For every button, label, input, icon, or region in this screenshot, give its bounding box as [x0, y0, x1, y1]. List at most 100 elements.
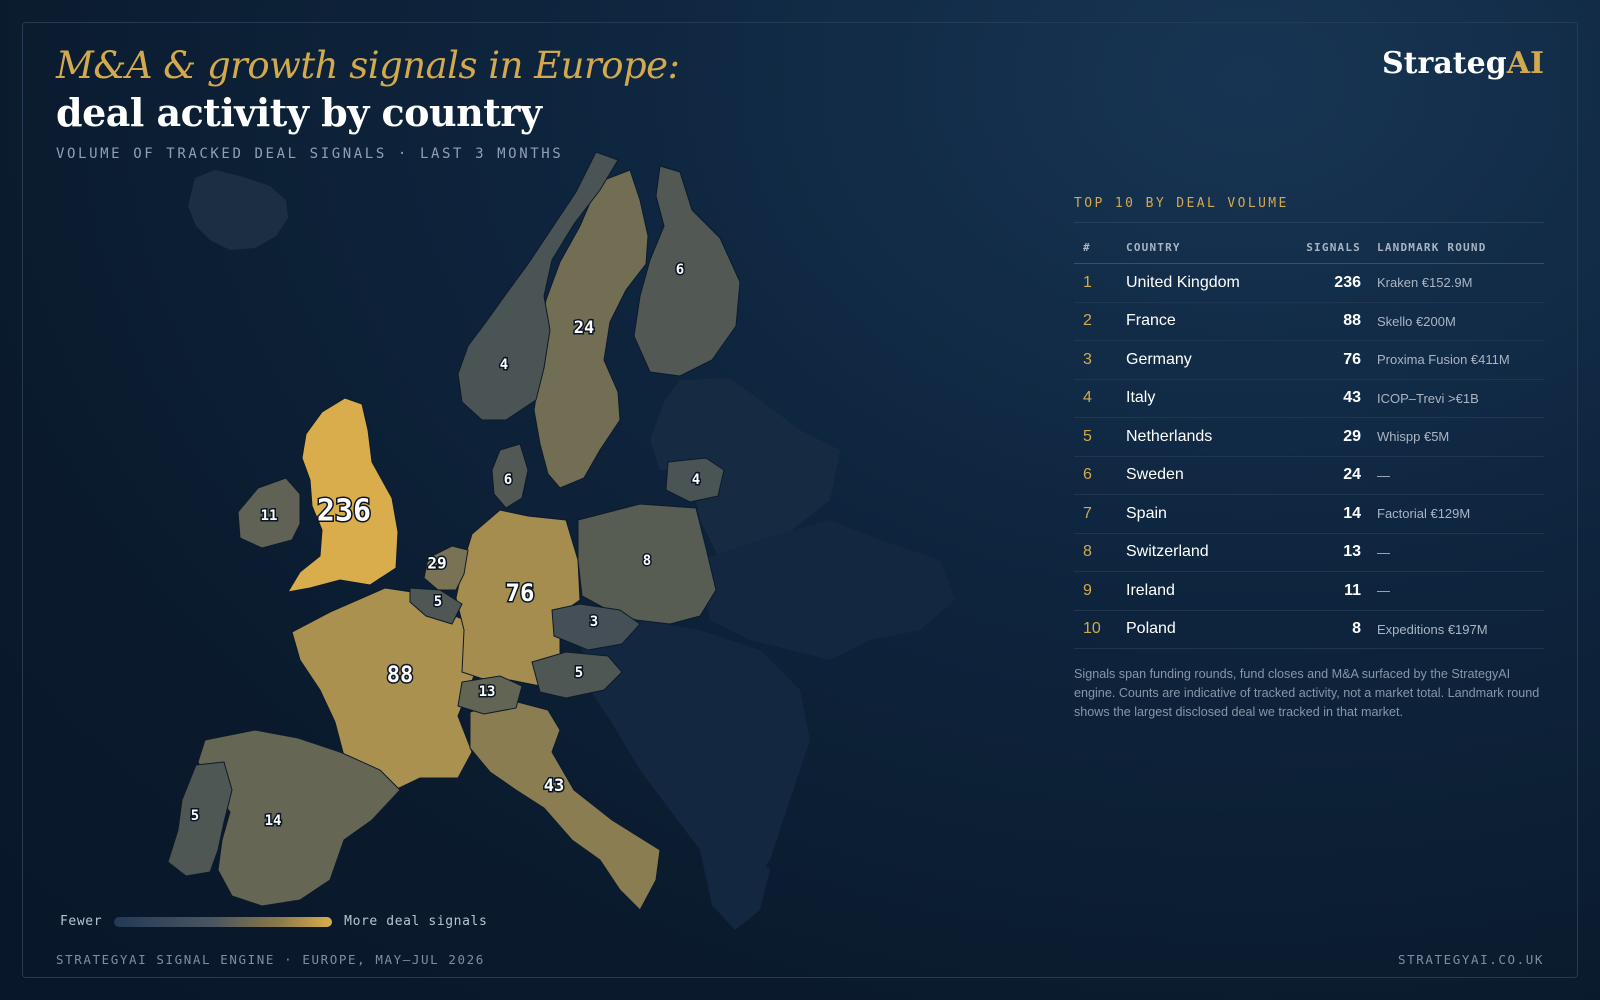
footer-url: STRATEGYAI.CO.UK [1397, 952, 1544, 967]
rank-cell: 5 [1074, 417, 1126, 457]
country-cell: Spain [1126, 494, 1286, 534]
balkans-shape [580, 620, 810, 900]
brand-logo: StrategAI [1382, 46, 1544, 81]
country-finland [633, 165, 741, 377]
country-cell: Sweden [1126, 456, 1286, 495]
landmark-cell: Proxima Fusion €411M [1377, 340, 1544, 380]
table-row: 10 Poland 8 Expeditions €197M [1074, 610, 1544, 649]
landmark-cell: Factorial €129M [1377, 494, 1544, 534]
country-labels: 236 88 76 43 29 24 14 13 11 8 6 6 4 4 5 5 5 3 [189, 261, 701, 831]
map-label-denmark: 6 [504, 472, 512, 488]
footer-source: STRATEGYAI SIGNAL ENGINE · EUROPE, MAY–J… [56, 952, 485, 967]
table-row: 1 United Kingdom 236 Kraken €152.9M [1074, 263, 1544, 303]
rank-cell: 1 [1074, 263, 1126, 303]
country-austria [531, 651, 623, 699]
map-label-portugal: 5 [191, 808, 199, 824]
country-netherlands [423, 545, 469, 591]
baltics-belarus-shape [650, 378, 840, 560]
country-united-kingdom [287, 397, 399, 593]
logo-prefix: Strateg [1382, 46, 1507, 81]
landmark-cell: Whispp €5M [1377, 417, 1544, 457]
table-row: 7 Spain 14 Factorial €129M [1074, 494, 1544, 534]
table-row: 6 Sweden 24— [1074, 456, 1544, 495]
logo-suffix: AI [1506, 46, 1544, 81]
signals-cell: 11 [1286, 571, 1377, 611]
rank-cell: 7 [1074, 494, 1126, 534]
landmark-cell: — [1377, 456, 1544, 495]
landmark-cell: Expeditions €197M [1377, 610, 1544, 649]
signals-cell: 8 [1286, 610, 1377, 649]
map-label-netherlands: 29 [427, 554, 446, 573]
country-czechia [551, 603, 641, 651]
country-cell: Switzerland [1126, 533, 1286, 572]
ranking-panel: TOP 10 BY DEAL VOLUME # COUNTRY SIGNALS … [1074, 196, 1544, 722]
column-header-rank: # [1074, 231, 1126, 264]
map-label-austria: 5 [575, 665, 583, 681]
country-cell: Poland [1126, 610, 1286, 649]
ranking-table: # COUNTRY SIGNALS LANDMARK ROUND 1 United… [1074, 231, 1544, 649]
table-row: 8 Switzerland 13— [1074, 533, 1544, 572]
rank-cell: 3 [1074, 340, 1126, 380]
rank-cell: 8 [1074, 533, 1126, 572]
map-label-italy: 43 [544, 776, 564, 796]
column-header-signals: SIGNALS [1286, 231, 1377, 264]
iceland-shape [188, 170, 288, 250]
legend-high-label: More deal signals [344, 914, 488, 929]
country-poland [577, 503, 717, 625]
non-reporting-countries [188, 170, 955, 930]
landmark-cell: — [1377, 533, 1544, 572]
card-frame [22, 22, 1578, 978]
title-line-1: M&A & growth signals in Europe: [56, 44, 680, 87]
country-switzerland [457, 675, 523, 715]
country-belgium [409, 587, 463, 625]
map-label-lithuania: 4 [692, 472, 700, 488]
rank-cell: 9 [1074, 571, 1126, 611]
country-lithuania [665, 457, 725, 503]
country-ireland [237, 477, 301, 549]
methodology-note: Signals span funding rounds, fund closes… [1074, 667, 1540, 719]
table-row: 9 Ireland 11— [1074, 571, 1544, 611]
map-label-germany: 76 [506, 579, 535, 607]
legend-gradient-bar [114, 916, 333, 927]
map-label-france: 88 [387, 663, 414, 688]
title-line-2: deal activity by country [56, 90, 542, 135]
map-label-poland: 8 [643, 553, 651, 569]
map-label-sweden: 24 [574, 318, 594, 338]
landmark-cell: ICOP–Trevi >€1B [1377, 379, 1544, 418]
rank-cell: 6 [1074, 456, 1126, 495]
landmark-cell: Kraken €152.9M [1377, 263, 1544, 303]
table-header-row: # COUNTRY SIGNALS LANDMARK ROUND [1074, 231, 1544, 264]
signals-cell: 88 [1286, 302, 1377, 341]
europe-map: 236 88 76 43 29 24 14 13 11 8 6 6 4 4 5 5 5 3 [167, 151, 955, 930]
table-row: 2 France 88 Skello €200M [1074, 302, 1544, 341]
country-denmark [491, 443, 529, 509]
country-shapes [167, 151, 741, 911]
map-label-finland: 6 [676, 262, 684, 278]
map-label-spain: 14 [265, 813, 282, 829]
country-cell: Ireland [1126, 571, 1286, 611]
country-italy [469, 699, 661, 911]
ukraine-shape [700, 520, 955, 660]
map-label-czechia: 3 [590, 614, 598, 630]
country-cell: France [1126, 302, 1286, 341]
map-label-switzerland: 13 [479, 684, 496, 700]
signals-cell: 24 [1286, 456, 1377, 495]
rank-cell: 2 [1074, 302, 1126, 341]
signals-cell: 43 [1286, 379, 1377, 418]
country-cell: Netherlands [1126, 417, 1286, 457]
country-cell: United Kingdom [1126, 263, 1286, 303]
map-label-belgium: 5 [434, 594, 442, 610]
legend-low-label: Fewer [60, 914, 103, 929]
subtitle: VOLUME OF TRACKED DEAL SIGNALS · LAST 3 … [56, 146, 564, 162]
panel-heading: TOP 10 BY DEAL VOLUME [1074, 196, 1544, 223]
country-cell: Italy [1126, 379, 1286, 418]
country-portugal [167, 761, 233, 877]
map-label-united-kingdom: 236 [317, 494, 371, 529]
country-cell: Germany [1126, 340, 1286, 380]
landmark-cell: — [1377, 571, 1544, 611]
country-norway [457, 151, 619, 421]
signals-cell: 13 [1286, 533, 1377, 572]
map-label-ireland: 11 [261, 508, 278, 524]
rank-cell: 10 [1074, 610, 1126, 649]
greece-shape [700, 840, 770, 930]
